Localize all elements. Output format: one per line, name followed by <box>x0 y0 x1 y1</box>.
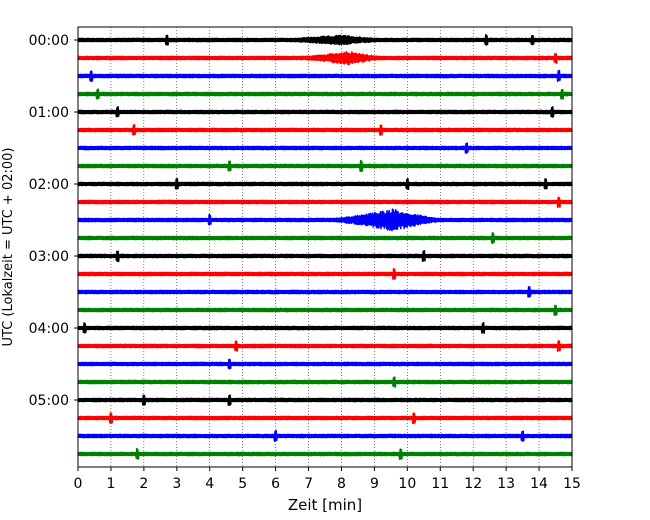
x-axis-ticks: 0 1 2 3 4 5 6 7 8 9 10 11 12 13 14 15 <box>74 467 581 492</box>
trace-9 <box>77 196 573 209</box>
trace-23 <box>77 447 573 461</box>
trace-19 <box>77 376 573 388</box>
trace-5 <box>77 124 573 137</box>
y-tick-label: 01:00 <box>29 105 69 121</box>
trace-21 <box>77 412 573 425</box>
trace-20 <box>77 394 573 406</box>
trace-8 <box>77 177 573 191</box>
y-tick-label: 05:00 <box>29 393 69 409</box>
x-tick-label-0: 0 <box>74 476 83 492</box>
trace-3 <box>77 88 573 100</box>
trace-13 <box>77 267 573 280</box>
x-tick-label-11: 11 <box>431 476 449 492</box>
x-tick-label-14: 14 <box>530 476 548 492</box>
trace-1 <box>77 50 573 66</box>
x-axis-label: Zeit [min] <box>288 496 362 514</box>
trace-11 <box>77 232 573 244</box>
trace-18 <box>77 358 573 370</box>
trace-17 <box>77 340 573 353</box>
x-tick-label-2: 2 <box>139 476 148 492</box>
x-tick-label-1: 1 <box>106 476 115 492</box>
x-tick-label-5: 5 <box>238 476 247 492</box>
trace-15 <box>77 304 573 317</box>
trace-6 <box>77 142 573 154</box>
x-tick-label-8: 8 <box>337 476 346 492</box>
trace-0 <box>77 33 573 46</box>
y-axis-ticks: 00:00 01:00 02:00 03:00 04:00 05:00 <box>29 33 78 409</box>
y-tick-label: 02:00 <box>29 177 69 193</box>
x-tick-label-15: 15 <box>563 476 581 492</box>
x-tick-label-4: 4 <box>205 476 214 492</box>
trace-16 <box>77 321 573 334</box>
trace-2 <box>77 69 573 83</box>
y-tick-label: 04:00 <box>29 321 69 337</box>
trace-4 <box>77 105 573 118</box>
trace-10 <box>77 208 573 232</box>
trace-14 <box>77 286 573 298</box>
plot-frame <box>77 26 573 468</box>
y-axis-label: UTC (Lokalzeit = UTC + 02:00) <box>1 148 16 347</box>
x-tick-label-9: 9 <box>370 476 379 492</box>
x-tick-label-13: 13 <box>497 476 515 492</box>
y-tick-label: 03:00 <box>29 249 69 265</box>
x-tick-label-7: 7 <box>304 476 313 492</box>
trace-12 <box>77 250 573 263</box>
trace-7 <box>77 159 573 173</box>
x-tick-label-12: 12 <box>464 476 482 492</box>
trace-22 <box>77 429 573 442</box>
x-tick-label-6: 6 <box>271 476 280 492</box>
y-tick-label: 00:00 <box>29 33 69 49</box>
x-tick-label-3: 3 <box>172 476 181 492</box>
x-tick-label-10: 10 <box>398 476 416 492</box>
seismic-traces <box>77 33 573 461</box>
